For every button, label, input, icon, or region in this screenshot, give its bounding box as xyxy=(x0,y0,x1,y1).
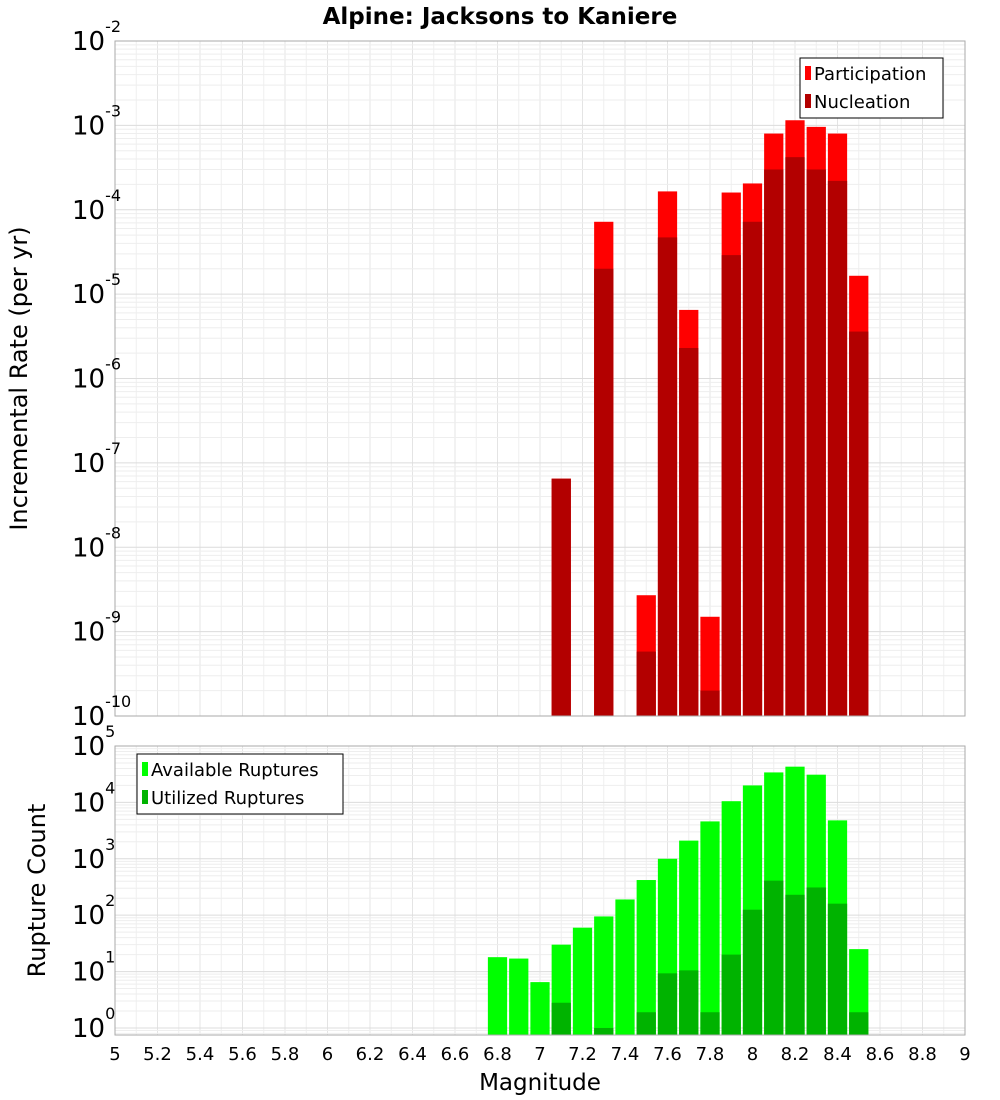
bottom-legend: Available Ruptures Utilized Ruptures xyxy=(136,753,344,815)
x-tick-label: 6.4 xyxy=(398,1044,427,1065)
bar-nucleation-7.6 xyxy=(657,237,678,716)
bar-utilized-ruptures-8 xyxy=(742,909,763,1035)
y-tick-label: 10-5 xyxy=(72,270,121,310)
bar-nucleation-8.4 xyxy=(827,180,848,716)
bar-utilized-ruptures-8.1 xyxy=(764,880,784,1035)
x-tick-label: 9 xyxy=(959,1044,970,1065)
bottom-plot-frame xyxy=(114,745,966,1036)
x-tick-label: 8.8 xyxy=(908,1044,937,1065)
x-tick-label: 8.2 xyxy=(781,1044,810,1065)
legend-box xyxy=(799,57,944,119)
bar-utilized-ruptures-7.3 xyxy=(594,1027,614,1035)
legend-swatch xyxy=(142,790,148,804)
bar-utilized-ruptures-7.5 xyxy=(636,1012,656,1035)
bar-utilized-ruptures-7.1 xyxy=(551,1002,571,1035)
top-grid xyxy=(114,41,966,717)
x-tick-label: 8 xyxy=(747,1044,758,1065)
y-tick-label: 10-7 xyxy=(72,439,121,479)
y-tick-label: 10-6 xyxy=(72,355,121,395)
x-tick-label: 6.2 xyxy=(356,1044,385,1065)
bar-available-ruptures-7.8 xyxy=(700,821,720,1035)
legend-entry: Nucleation xyxy=(814,92,910,113)
x-tick-label: 7.2 xyxy=(568,1044,597,1065)
bar-available-ruptures-7.2 xyxy=(572,927,593,1035)
bar-utilized-ruptures-8.3 xyxy=(806,887,826,1035)
y-tick-label: 102 xyxy=(72,891,115,931)
x-tick-label: 7.8 xyxy=(696,1044,725,1065)
x-tick-label: 5.8 xyxy=(271,1044,300,1065)
y-tick-label: 101 xyxy=(72,948,115,988)
top-y-axis-label: Incremental Rate (per yr) xyxy=(5,226,33,530)
bar-nucleation-8.2 xyxy=(785,157,805,717)
bar-nucleation-7.5 xyxy=(636,651,656,716)
top-plot-frame xyxy=(114,40,966,717)
bar-nucleation-8.5 xyxy=(849,331,869,716)
x-tick-label: 8.6 xyxy=(866,1044,895,1065)
x-tick-label: 7 xyxy=(534,1044,545,1065)
bar-utilized-ruptures-7.8 xyxy=(700,1012,720,1035)
bar-available-ruptures-7.3 xyxy=(594,916,614,1035)
legend-entry: Utilized Ruptures xyxy=(151,788,304,809)
bar-nucleation-8 xyxy=(742,221,763,716)
x-tick-label: 6.8 xyxy=(483,1044,512,1065)
bottom-bars xyxy=(487,766,869,1035)
x-tick-label: 6.6 xyxy=(441,1044,470,1065)
x-tick-label: 7.6 xyxy=(653,1044,682,1065)
y-tick-label: 10-3 xyxy=(72,101,121,141)
legend-swatch xyxy=(142,762,148,776)
y-tick-label: 10-10 xyxy=(72,692,131,732)
bar-nucleation-7.9 xyxy=(721,255,741,716)
y-tick-label: 10-4 xyxy=(72,186,121,226)
bar-nucleation-7.3 xyxy=(594,268,614,716)
bar-available-ruptures-7 xyxy=(530,982,550,1035)
legend-entry: Available Ruptures xyxy=(151,760,319,781)
bar-utilized-ruptures-7.7 xyxy=(679,970,699,1035)
bottom-y-axis-label: Rupture Count xyxy=(23,804,51,978)
y-tick-label: 10-2 xyxy=(72,17,121,57)
x-tick-label: 5 xyxy=(109,1044,120,1065)
bar-available-ruptures-7.4 xyxy=(615,899,635,1035)
y-tick-label: 10-8 xyxy=(72,523,121,563)
x-tick-label: 5.6 xyxy=(228,1044,257,1065)
x-tick-label: 5.2 xyxy=(143,1044,172,1065)
bar-utilized-ruptures-8.2 xyxy=(785,894,805,1035)
bar-available-ruptures-6.8 xyxy=(487,957,508,1035)
bar-nucleation-7.7 xyxy=(679,347,699,716)
bar-utilized-ruptures-7.9 xyxy=(721,954,741,1035)
x-ticks: 5 5.2 5.4 5.6 5.8 6 6.2 6.4 6.6 6.8 7 7.2 7.4 7.6 7.8 8… xyxy=(109,1044,970,1065)
x-tick-label: 5.4 xyxy=(186,1044,215,1065)
legend-box xyxy=(136,753,344,815)
top-bars xyxy=(551,120,869,717)
chart-title: Alpine: Jacksons to Kaniere xyxy=(323,4,678,30)
legend-swatch xyxy=(805,66,811,80)
y-tick-label: 100 xyxy=(72,1004,115,1044)
bar-utilized-ruptures-8.5 xyxy=(849,1012,869,1035)
x-tick-label: 6 xyxy=(322,1044,333,1065)
bar-utilized-ruptures-8.4 xyxy=(827,903,848,1035)
x-axis-label: Magnitude xyxy=(479,1070,601,1096)
bar-nucleation-7.1 xyxy=(551,478,571,716)
bar-available-ruptures-7.5 xyxy=(636,880,656,1035)
bar-nucleation-7.8 xyxy=(700,690,720,716)
bar-utilized-ruptures-7.6 xyxy=(657,973,678,1035)
y-tick-label: 104 xyxy=(72,778,115,818)
x-tick-label: 8.4 xyxy=(823,1044,852,1065)
x-tick-label: 7.4 xyxy=(611,1044,640,1065)
bar-nucleation-8.3 xyxy=(806,169,826,716)
legend-entry: Participation xyxy=(814,64,926,85)
top-legend: Participation Nucleation xyxy=(799,57,944,119)
y-tick-label: 10-9 xyxy=(72,608,121,648)
top-panel: 10-2 10-3 10-4 10-5 10-6 10-7 10-8 10-9 10-10 In… xyxy=(5,17,966,732)
top-y-ticks: 10-2 10-3 10-4 10-5 10-6 10-7 10-8 10-9 10-10 xyxy=(72,17,131,732)
bar-available-ruptures-6.9 xyxy=(509,958,529,1035)
y-tick-label: 103 xyxy=(72,835,115,875)
legend-swatch xyxy=(805,94,811,108)
bar-nucleation-8.1 xyxy=(764,169,784,716)
